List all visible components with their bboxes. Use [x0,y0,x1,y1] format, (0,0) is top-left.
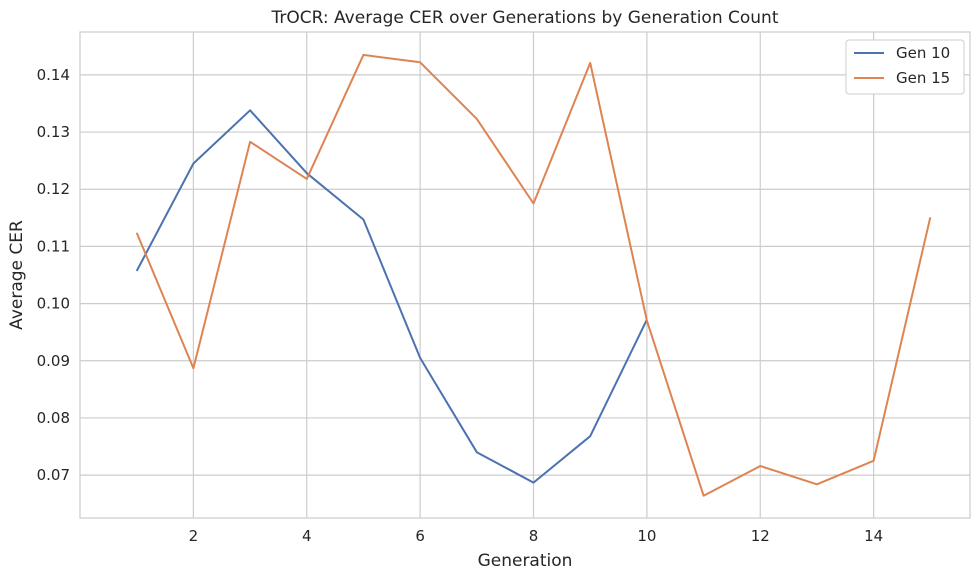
legend-label: Gen 10 [896,44,950,62]
series-line-gen-10 [135,109,648,484]
x-tick-label: 10 [637,527,656,545]
x-tick-label: 14 [864,527,883,545]
grid [80,32,970,518]
y-tick-label: 0.13 [37,123,70,141]
chart-title: TrOCR: Average CER over Generations by G… [271,8,779,28]
x-tick-label: 12 [751,527,770,545]
y-tick-label: 0.14 [37,66,70,84]
y-tick-label: 0.10 [37,295,70,313]
y-tick-label: 0.12 [37,180,70,198]
y-tick-label: 0.09 [37,352,70,370]
legend-items: Gen 10 Gen 15 [854,44,950,87]
x-tick-label: 4 [302,527,312,545]
tick-labels: 2 4 6 8 10 12 14 0.07 0.08 0.09 0.10 0.11 0.12 0.13 0.… [37,66,884,545]
x-tick-label: 2 [189,527,199,545]
legend: Gen 10 Gen 15 [845,39,965,95]
legend-label: Gen 15 [896,69,950,87]
y-tick-label: 0.11 [37,237,70,255]
x-tick-label: 8 [529,527,539,545]
y-tick-label: 0.07 [37,466,70,484]
series-layer [135,53,932,497]
y-tick-label: 0.08 [37,409,70,427]
y-axis-title: Average CER [7,220,27,330]
x-tick-label: 6 [415,527,425,545]
x-axis-title: Generation [478,551,573,571]
plot-frame [79,31,971,519]
series-line-gen-15 [135,53,932,497]
